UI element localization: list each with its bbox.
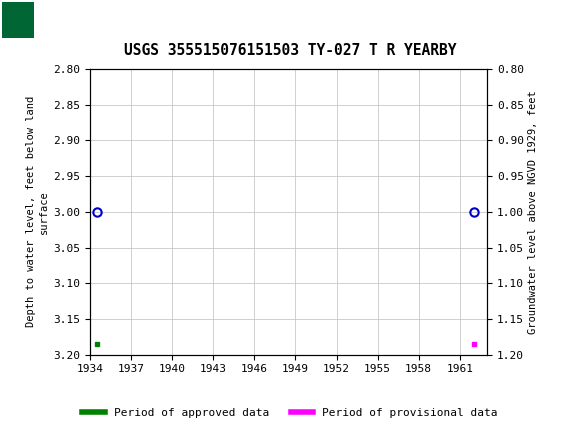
FancyBboxPatch shape (2, 2, 68, 38)
Text: USGS 355515076151503 TY-027 T R YEARBY: USGS 355515076151503 TY-027 T R YEARBY (124, 43, 456, 58)
Legend: Period of approved data, Period of provisional data: Period of approved data, Period of provi… (78, 403, 502, 422)
Y-axis label: Groundwater level above NGVD 1929, feet: Groundwater level above NGVD 1929, feet (528, 90, 538, 334)
FancyBboxPatch shape (2, 2, 34, 38)
Y-axis label: Depth to water level, feet below land
surface: Depth to water level, feet below land su… (26, 96, 49, 327)
Text: USGS: USGS (38, 10, 93, 28)
